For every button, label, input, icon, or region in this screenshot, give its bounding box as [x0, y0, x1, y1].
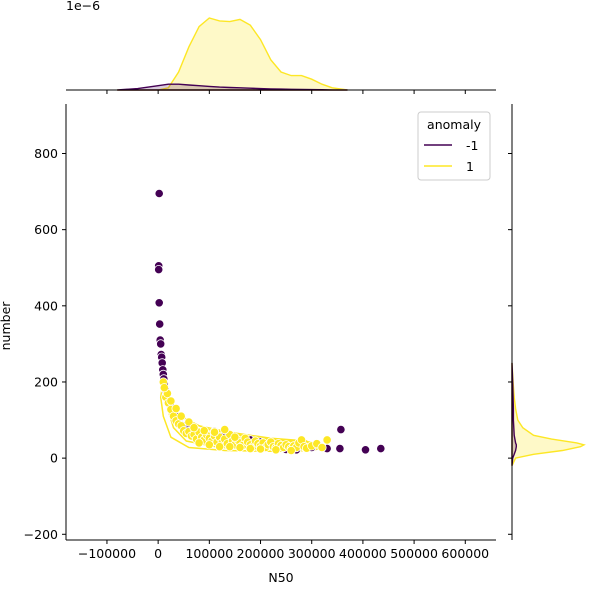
x-tick-label: 300000: [288, 546, 336, 561]
point-anomaly-pos: [317, 442, 327, 453]
y-tick-label: 800: [34, 146, 58, 161]
point-anomaly-pos: [215, 442, 225, 452]
point-anomaly-pos: [209, 427, 220, 437]
point-anomaly-neg: [336, 424, 346, 435]
x-tick-label: 600000: [441, 546, 489, 561]
point-anomaly-pos: [194, 438, 204, 448]
point-anomaly-pos: [286, 445, 296, 456]
point-anomaly-pos: [166, 396, 176, 406]
scatter-points: [154, 188, 386, 456]
point-anomaly-pos: [271, 445, 281, 455]
legend-label-pos: 1: [466, 159, 474, 174]
x-axis-ticks: −100000 0 100000 200000 300000 400000 500000 60…: [78, 540, 489, 561]
point-anomaly-pos: [235, 442, 245, 453]
legend-frame: [417, 111, 491, 181]
point-anomaly-pos: [204, 440, 214, 450]
x-tick-label: 500000: [390, 546, 438, 561]
y-tick-label: −200: [24, 527, 58, 542]
point-anomaly-pos: [159, 383, 169, 393]
top-kde-pos: [117, 17, 348, 91]
x-tick-label: −100000: [78, 546, 136, 561]
point-anomaly-neg: [156, 339, 166, 349]
point-anomaly-pos: [220, 424, 230, 435]
y-tick-label: 200: [34, 374, 58, 389]
point-anomaly-neg: [376, 443, 386, 454]
right-kde-neg: [511, 362, 517, 466]
x-tick-label: 100000: [185, 546, 233, 561]
point-anomaly-pos: [199, 426, 209, 436]
x-tick-label: 0: [154, 546, 162, 561]
point-anomaly-neg: [154, 188, 164, 199]
point-anomaly-pos: [176, 411, 186, 421]
point-anomaly-neg: [155, 319, 165, 329]
point-anomaly-pos: [245, 443, 255, 454]
x-axis-label: N50: [268, 570, 293, 585]
top-marginal-offset-label: 1e−6: [66, 0, 100, 13]
y-axis-label: number: [0, 301, 13, 351]
point-anomaly-pos: [255, 444, 266, 454]
y-tick-label: 400: [34, 298, 58, 313]
legend-label-neg: -1: [466, 138, 478, 153]
y-tick-label: 0: [50, 451, 58, 466]
x-tick-label: 200000: [237, 546, 285, 561]
point-anomaly-neg: [154, 264, 164, 275]
y-tick-label: 600: [34, 222, 58, 237]
point-anomaly-neg: [154, 298, 164, 308]
right-marginal-y-ticks: [508, 153, 512, 535]
right-kde-pos: [511, 362, 586, 466]
legend-title: anomaly: [427, 117, 482, 132]
x-tick-label: 400000: [339, 546, 387, 561]
top-marginal-kde: [117, 17, 348, 91]
point-anomaly-neg: [335, 443, 345, 454]
point-anomaly-pos: [230, 432, 240, 442]
point-anomaly-pos: [189, 423, 199, 433]
point-anomaly-pos: [322, 435, 332, 445]
point-anomaly-pos: [184, 417, 194, 427]
legend: anomaly -1 1: [417, 111, 491, 181]
y-axis-ticks: −200 0 200 400 600 800: [24, 146, 66, 542]
top-marginal-x-ticks: [106, 90, 466, 94]
right-marginal-kde: [511, 362, 586, 466]
point-anomaly-pos: [225, 442, 235, 452]
point-anomaly-neg: [360, 445, 371, 455]
point-anomaly-pos: [171, 403, 181, 414]
